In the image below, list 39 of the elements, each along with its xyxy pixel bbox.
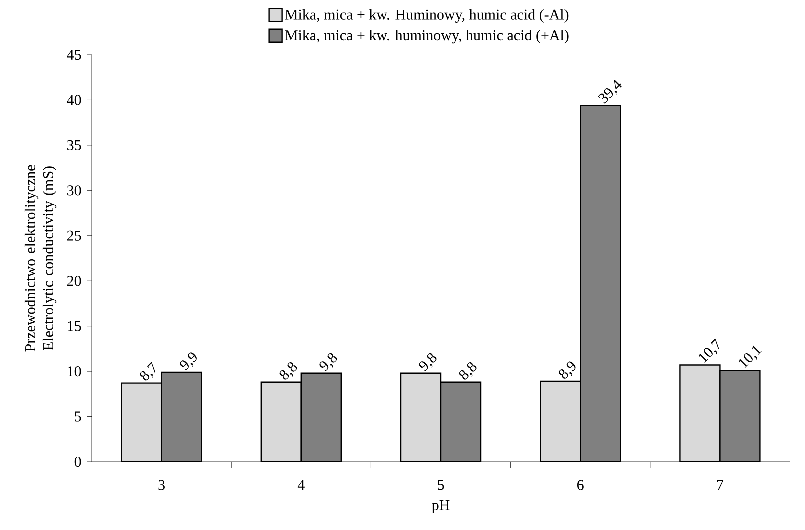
y-tick-label: 20: [67, 276, 82, 286]
bar: [300, 372, 342, 462]
bar: [680, 364, 721, 462]
data-label: 9,9: [180, 352, 197, 370]
bar: [440, 382, 482, 462]
y-tick-label: 5: [75, 412, 82, 422]
y-tick-label: 10: [68, 366, 82, 377]
y-axis-title: Przewodnictwo elektrolityczne Electrolytic conductivity (mS): [24, 165, 57, 352]
data-label: 39,4: [598, 80, 622, 104]
y-tick-label: 35: [68, 140, 82, 150]
data-label: 8,8: [280, 362, 298, 380]
data-label: 8,8: [459, 362, 477, 380]
y-tick-label: 45: [67, 50, 82, 60]
x-axis-title: pH: [432, 500, 450, 514]
y-tick-label: 40: [67, 95, 82, 106]
legend-label: Mika, mica + kw. huminowy, humic acid (+Al): [285, 30, 569, 44]
data-label: 9,8: [419, 353, 437, 372]
y-tick-label: 15: [68, 321, 82, 332]
y-tick-label: 0: [74, 456, 82, 468]
bar: [540, 380, 582, 462]
bar: [580, 105, 622, 462]
data-label: 8,7: [140, 362, 156, 381]
bar: [161, 372, 202, 462]
bar: [260, 382, 302, 462]
data-label: 10,1: [739, 346, 762, 368]
bar: [720, 370, 761, 462]
data-label: 8,9: [559, 362, 576, 379]
bar: [400, 372, 442, 462]
x-tick-label: 6: [577, 480, 584, 490]
data-label: 9,8: [320, 353, 338, 372]
bar: [121, 382, 162, 462]
x-tick-label: 3: [158, 480, 165, 490]
x-tick-label: 4: [298, 480, 305, 490]
data-label: 10,7: [699, 338, 720, 364]
x-tick-label: 5: [438, 480, 444, 490]
legend-label: Mika, mica + kw. Huminowy, humic acid (-Al): [285, 9, 569, 24]
x-tick-label: 7: [717, 480, 724, 490]
y-tick-label: 30: [68, 186, 82, 196]
y-tick-label: 25: [67, 230, 82, 241]
